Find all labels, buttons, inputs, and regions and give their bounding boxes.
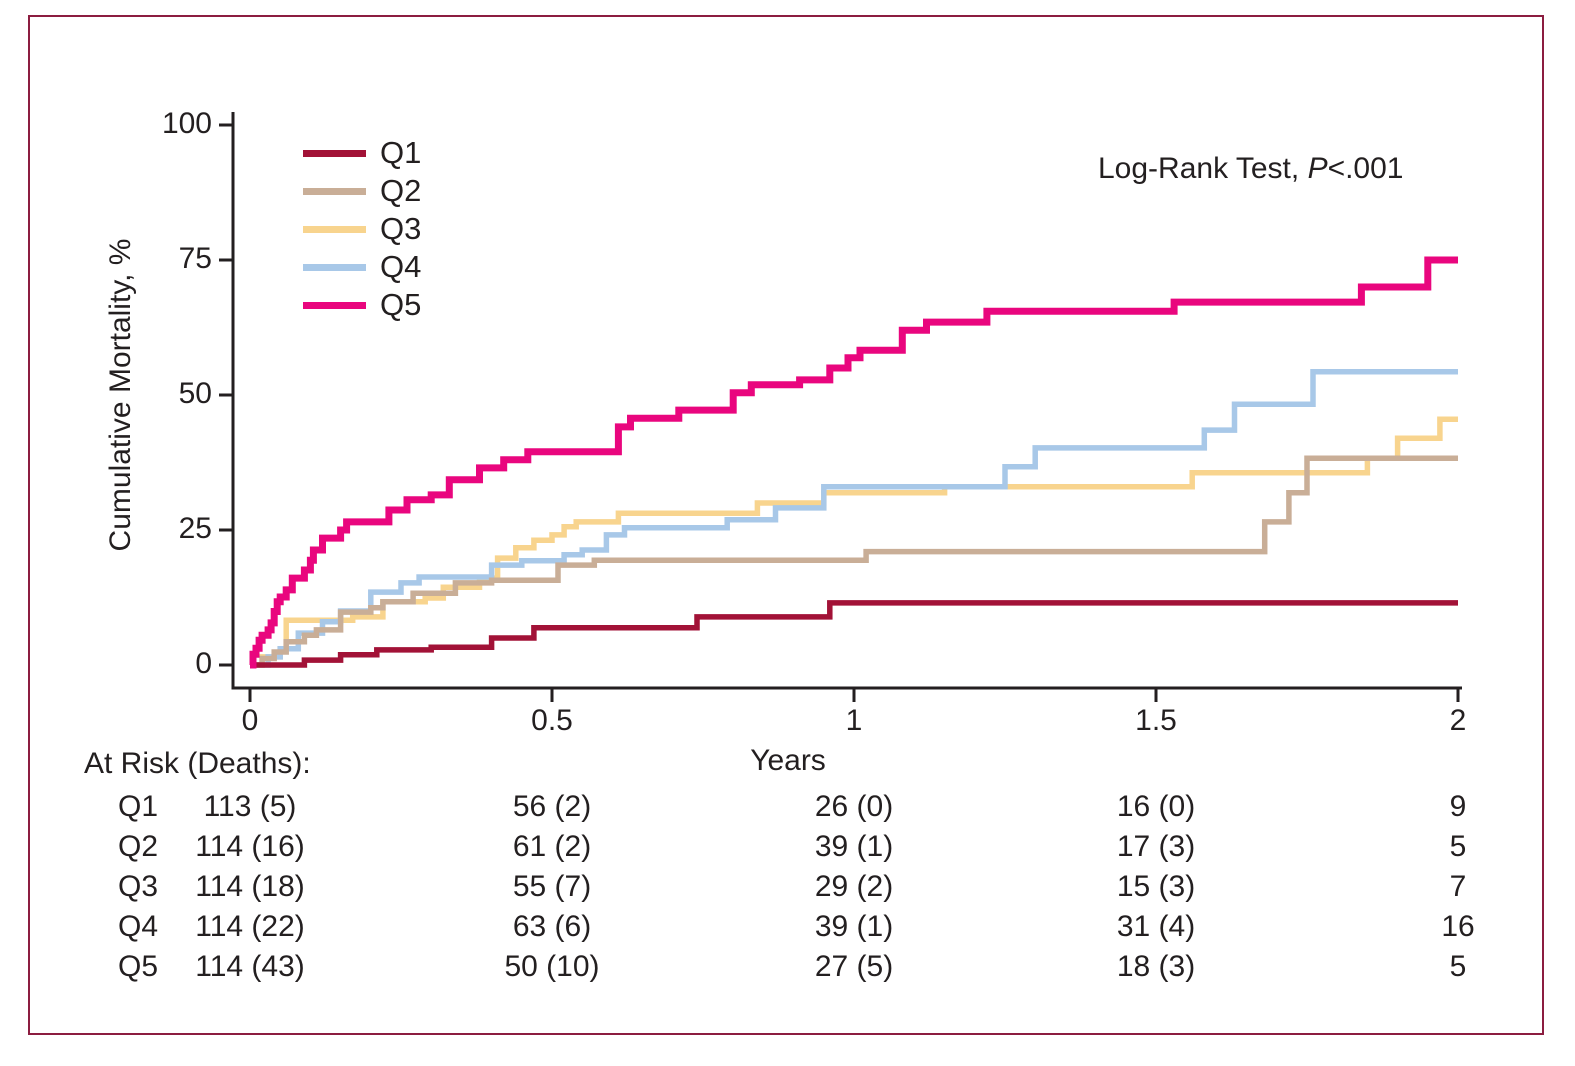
figure-border xyxy=(28,15,1544,1035)
series-q2-line xyxy=(250,455,1458,668)
series-q4-line xyxy=(250,369,1458,668)
series-q5-line xyxy=(249,256,1458,669)
axis-tick-marks xyxy=(219,123,1460,702)
axis-lines xyxy=(231,112,1462,690)
series-q3-line xyxy=(250,416,1458,668)
series-q1-line xyxy=(250,600,1458,668)
